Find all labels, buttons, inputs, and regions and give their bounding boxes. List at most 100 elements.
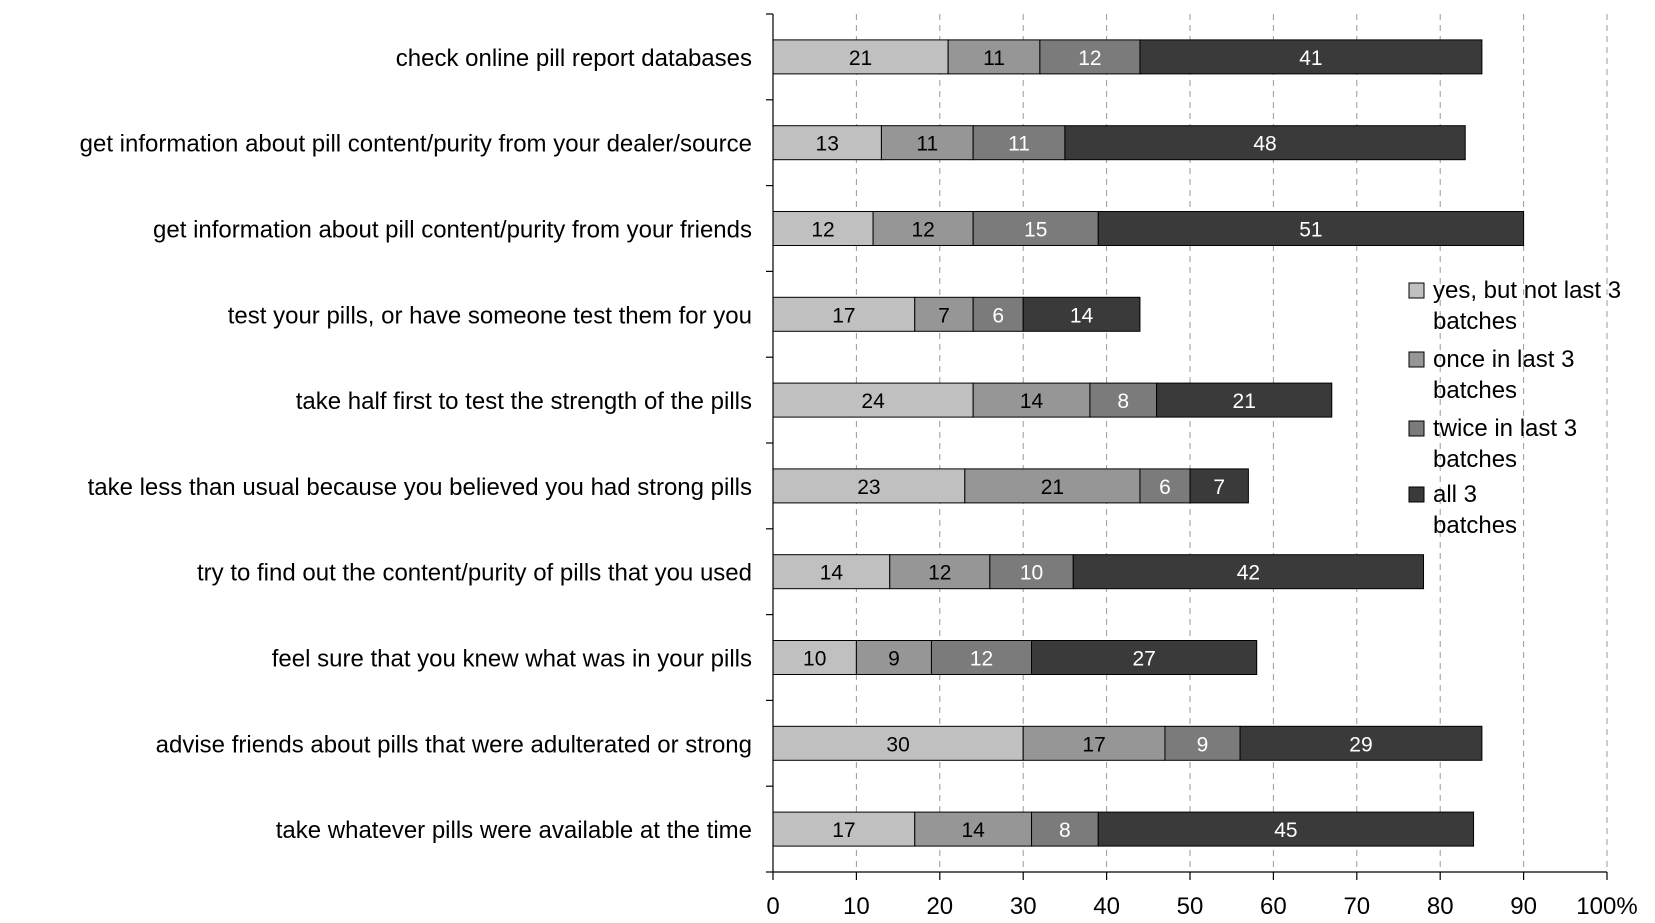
bar-segment [1064, 125, 1466, 161]
x-tick-label: 20 [926, 893, 953, 920]
data-label: 11 [916, 133, 938, 156]
x-tick-labels: 0 10 20 30 40 50 60 70 80 90 100% [766, 893, 1637, 920]
data-label: 14 [820, 562, 844, 585]
bar-segment [1164, 725, 1241, 761]
data-label: 6 [992, 304, 1004, 327]
bar-segment [772, 382, 974, 418]
category-labels: check online pill report databases get in… [80, 45, 752, 844]
category-label: take less than usual because you believe… [88, 474, 752, 501]
data-label: 21 [1041, 476, 1064, 499]
bar-segment [1031, 811, 1099, 847]
data-label: 11 [1008, 133, 1030, 156]
bar-segment [972, 296, 1024, 332]
bar-segment [947, 39, 1041, 75]
bar-segment [772, 468, 966, 504]
bar-segment [1239, 725, 1483, 761]
bar-segment [1156, 382, 1333, 418]
data-label: 23 [857, 476, 880, 499]
x-tick-label: 30 [1010, 893, 1037, 920]
data-label: 8 [1117, 390, 1129, 413]
bar-segment [772, 554, 891, 590]
bar-segment [914, 296, 974, 332]
legend-label: yes, but not last 3 batches [1433, 277, 1621, 335]
bar-segment [1139, 39, 1483, 75]
bar-segment [972, 211, 1099, 246]
data-label: 14 [1070, 304, 1094, 327]
legend-swatch [1408, 420, 1425, 437]
data-label: 9 [888, 648, 900, 671]
x-tick-label: 60 [1260, 893, 1287, 920]
category-label: advise friends about pills that were adu… [156, 731, 752, 758]
axes [766, 13, 1608, 880]
bar-segment [872, 211, 974, 246]
legend-label: all 3 batches [1433, 481, 1517, 539]
data-label: 7 [938, 304, 950, 327]
x-tick-label: 70 [1343, 893, 1370, 920]
category-label: get information about pill content/purit… [80, 131, 752, 158]
x-tick-label: 10 [843, 893, 870, 920]
bar-segment [889, 554, 991, 590]
category-label: take half first to test the strength of … [296, 388, 752, 415]
bar-segment [1189, 468, 1249, 504]
data-label: 12 [970, 648, 993, 671]
data-label: 29 [1349, 733, 1372, 756]
data-label: 9 [1197, 733, 1209, 756]
legend-label: twice in last 3 batches [1433, 415, 1577, 473]
bar-segment [772, 296, 916, 332]
data-label: 8 [1059, 819, 1071, 842]
data-label: 48 [1253, 133, 1276, 156]
category-label: get information about pill content/purit… [153, 217, 752, 244]
bar-segment [1072, 554, 1425, 590]
x-tick-label: 40 [1093, 893, 1120, 920]
data-label: 17 [1082, 733, 1105, 756]
x-tick-label: 0 [766, 893, 779, 920]
bar-segment [1097, 211, 1525, 246]
bar-segment [880, 125, 974, 161]
legend-swatch [1408, 351, 1425, 368]
x-tick-label: 100% [1576, 893, 1637, 920]
data-label: 11 [983, 47, 1005, 70]
bar-segment [855, 640, 932, 675]
category-label: test your pills, or have someone test th… [228, 302, 752, 329]
data-label: 12 [1078, 47, 1101, 70]
data-label: 41 [1299, 47, 1322, 70]
legend-swatch [1408, 486, 1425, 503]
x-tick-label: 90 [1510, 893, 1537, 920]
bar-segment [772, 725, 1024, 761]
data-label: 24 [861, 390, 885, 413]
data-label: 14 [961, 819, 985, 842]
bar-segment [972, 382, 1091, 418]
data-label: 6 [1159, 476, 1171, 499]
data-label: 10 [803, 648, 826, 671]
legend: yes, but not last 3 batches once in last 3… [1408, 277, 1621, 539]
data-label: 13 [816, 133, 839, 156]
legend-swatch [1408, 282, 1425, 299]
bar-segment [1097, 811, 1475, 847]
data-label: 17 [832, 819, 855, 842]
bar-segment [1089, 382, 1158, 418]
x-tick-label: 50 [1177, 893, 1204, 920]
data-label: 30 [886, 733, 909, 756]
data-label: 51 [1299, 219, 1322, 242]
bar-segment [772, 211, 874, 246]
data-label: 15 [1024, 219, 1047, 242]
data-label: 17 [832, 304, 855, 327]
legend-label: once in last 3 batches [1433, 346, 1574, 404]
category-label: feel sure that you knew what was in your… [272, 646, 752, 673]
data-label: 12 [928, 562, 951, 585]
bar-segment [1031, 640, 1258, 675]
category-label: take whatever pills were available at th… [276, 817, 752, 844]
bar-segment [1039, 39, 1141, 75]
bar-segment [972, 125, 1066, 161]
x-tick-label: 80 [1427, 893, 1454, 920]
data-label: 21 [1233, 390, 1256, 413]
category-label: try to find out the content/purity of pi… [197, 560, 752, 587]
category-label: check online pill report databases [396, 45, 752, 72]
data-label: 14 [1020, 390, 1044, 413]
data-label: 27 [1132, 648, 1155, 671]
data-label: 12 [911, 219, 934, 242]
data-label: 45 [1274, 819, 1297, 842]
data-label: 21 [849, 47, 872, 70]
data-label: 10 [1020, 562, 1043, 585]
